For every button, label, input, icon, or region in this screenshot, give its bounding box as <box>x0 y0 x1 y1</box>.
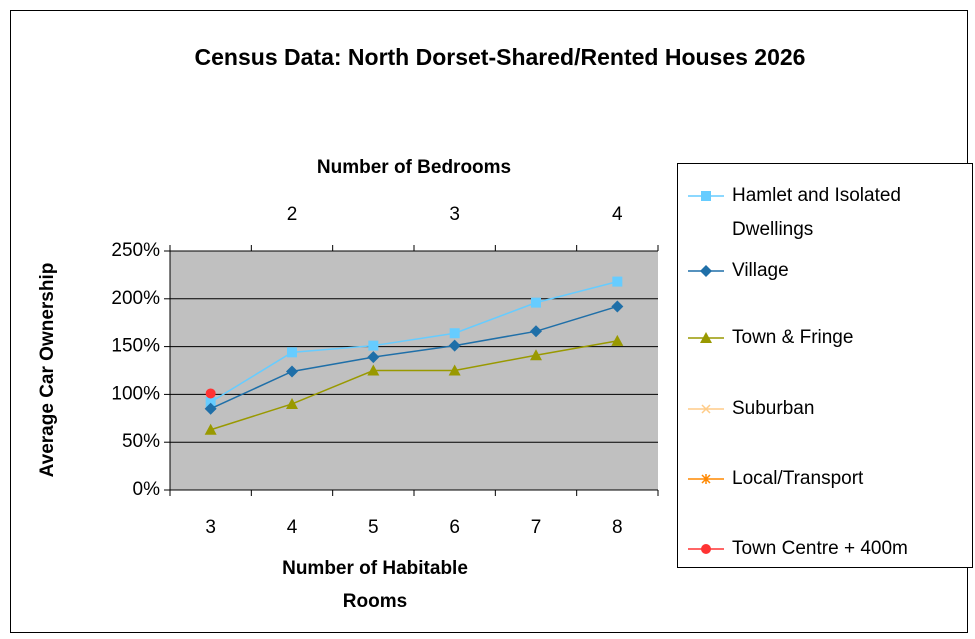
marker <box>701 544 711 554</box>
y-tick-label: 50% <box>122 431 160 452</box>
marker <box>287 347 297 358</box>
legend-label: Village <box>732 260 789 281</box>
marker <box>611 300 624 313</box>
marker <box>448 339 461 352</box>
legend-swatch <box>688 265 724 277</box>
marker <box>204 423 217 435</box>
x-tick-label: 5 <box>368 517 379 538</box>
marker <box>530 349 542 361</box>
legend-entry: Local/Transport <box>688 462 968 496</box>
marker <box>367 351 380 364</box>
x-axis-title: Number of Habitable Rooms <box>282 558 468 612</box>
legend-swatch <box>688 544 724 554</box>
legend-label: Local/Transport <box>732 468 864 489</box>
legend-entry: Village <box>688 254 968 288</box>
marker <box>368 340 379 351</box>
marker <box>205 388 216 399</box>
marker <box>286 365 298 378</box>
marker <box>701 404 711 414</box>
marker <box>204 402 217 415</box>
legend-entry: Suburban <box>688 392 968 426</box>
y-tick-label: 100% <box>111 383 160 404</box>
marker <box>612 276 623 287</box>
legend-label: Hamlet and Isolated Dwellings <box>732 185 901 240</box>
legend-swatch <box>688 191 724 201</box>
legend-label: Town Centre + 400m <box>732 538 908 559</box>
legend-entry: Town Centre + 400m <box>688 532 968 566</box>
series-line <box>210 340 618 431</box>
legend-swatch <box>688 332 724 343</box>
x-tick-label: 7 <box>531 517 542 538</box>
y-axis-title: Average Car Ownership <box>37 263 58 478</box>
x-tick-label: 6 <box>449 517 460 538</box>
marker <box>449 328 460 339</box>
chart-title: Census Data: North Dorset-Shared/Rented … <box>194 44 806 70</box>
marker <box>701 191 711 201</box>
marker <box>367 364 380 376</box>
marker <box>530 325 542 338</box>
series-line <box>210 305 618 410</box>
legend-label: Town & Fringe <box>732 327 854 348</box>
marker <box>205 397 216 408</box>
series-line <box>210 280 618 403</box>
legend-swatch <box>688 404 724 414</box>
y-tick-label: 150% <box>111 336 160 357</box>
x-tick-label: 8 <box>612 517 623 538</box>
x2-tick-label: 2 <box>287 204 298 225</box>
x2-axis-title: Number of Bedrooms <box>316 157 512 178</box>
marker <box>611 334 624 346</box>
legend-swatch <box>688 474 724 484</box>
marker <box>286 397 298 409</box>
marker <box>531 297 541 308</box>
legend-label: Suburban <box>732 398 815 419</box>
legend-entry: Hamlet and Isolated Dwellings <box>688 179 968 247</box>
y-tick-label: 250% <box>111 240 160 261</box>
x2-tick-label: 4 <box>612 204 623 225</box>
marker <box>448 364 461 376</box>
y-tick-label: 200% <box>111 288 160 309</box>
x-tick-label: 3 <box>205 517 216 538</box>
legend-entry: Town & Fringe <box>688 321 968 355</box>
legend: Hamlet and Isolated Dwellings Village Town… <box>677 163 973 568</box>
marker <box>700 332 712 343</box>
x-tick-label: 4 <box>287 517 298 538</box>
marker <box>701 474 711 484</box>
marker <box>700 265 712 277</box>
x2-tick-label: 3 <box>449 204 460 225</box>
y-tick-label: 0% <box>133 479 161 500</box>
